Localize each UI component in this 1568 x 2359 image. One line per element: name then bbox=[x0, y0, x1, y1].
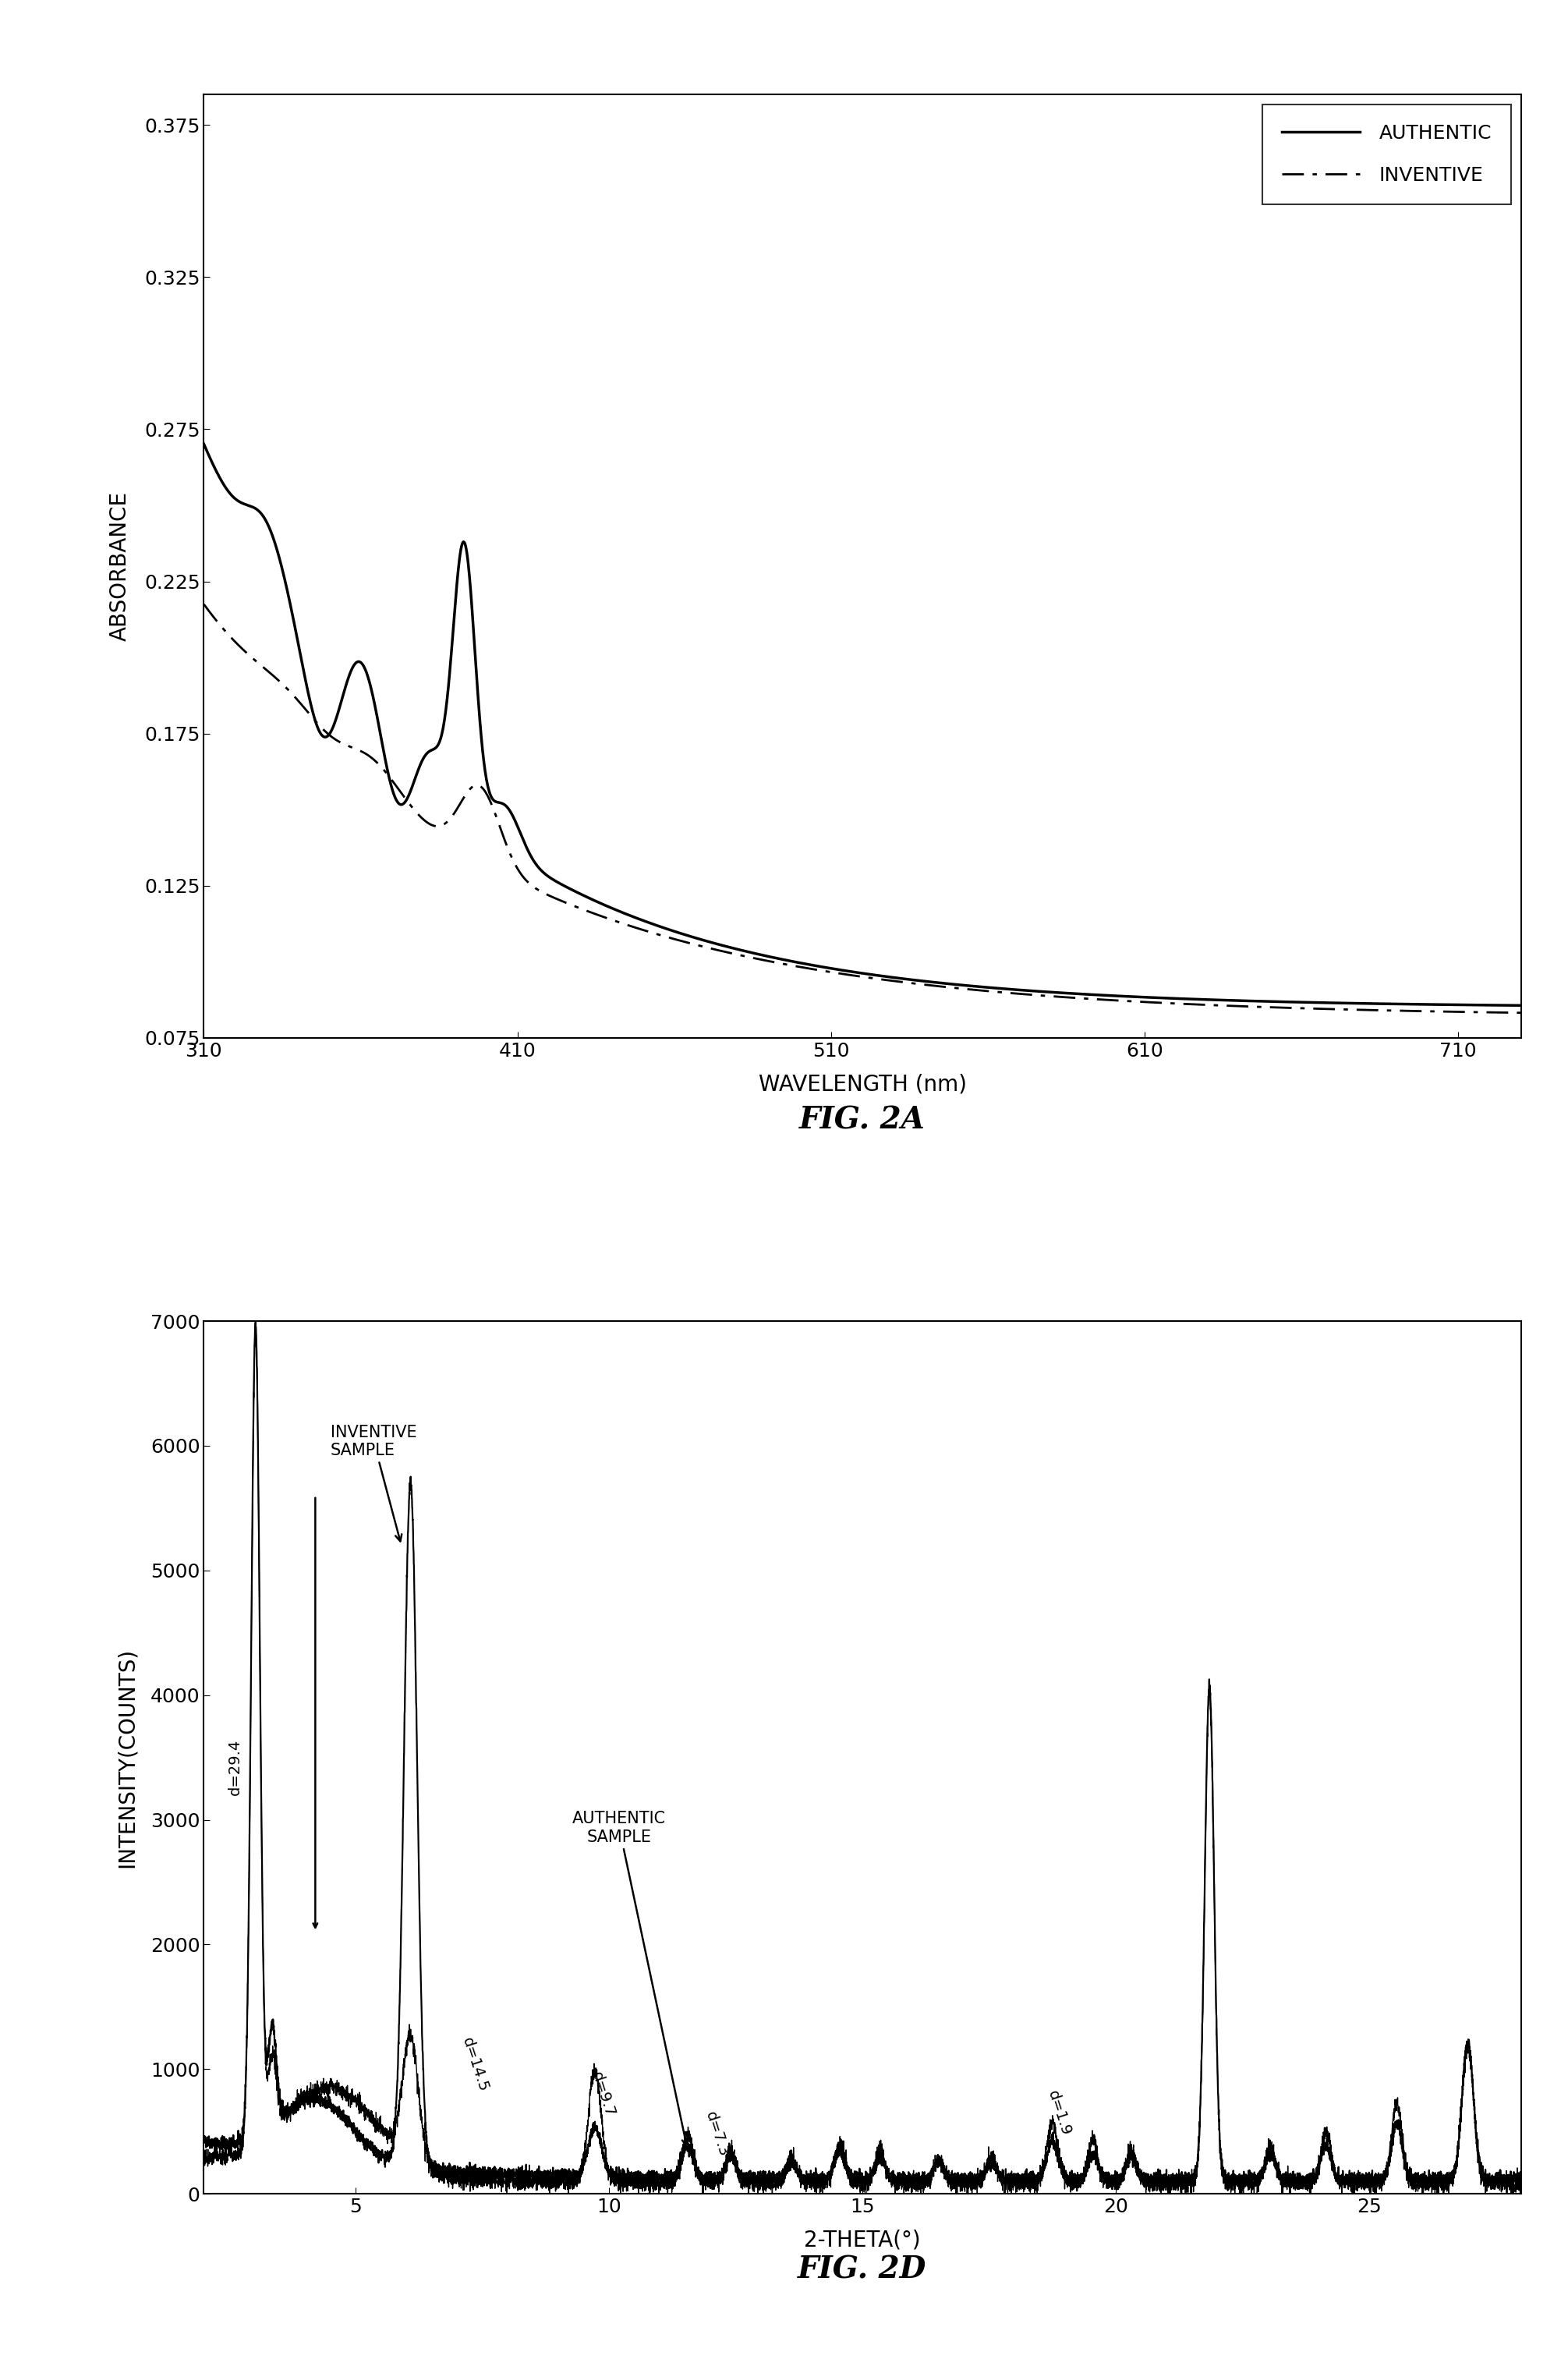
Text: FIG. 2D: FIG. 2D bbox=[798, 2255, 927, 2284]
Text: d=9.7: d=9.7 bbox=[590, 2071, 618, 2118]
Line: INVENTIVE: INVENTIVE bbox=[204, 604, 1521, 1012]
AUTHENTIC bbox=[1512, 991, 1530, 1019]
INVENTIVE bbox=[1474, 998, 1493, 1026]
AUTHENTIC bbox=[1472, 991, 1491, 1019]
Text: d=29.4: d=29.4 bbox=[227, 1739, 243, 1795]
Y-axis label: INTENSITY(COUNTS): INTENSITY(COUNTS) bbox=[116, 1647, 138, 1868]
Text: INVENTIVE
SAMPLE: INVENTIVE SAMPLE bbox=[331, 1425, 417, 1540]
AUTHENTIC bbox=[1474, 991, 1493, 1019]
AUTHENTIC bbox=[262, 519, 281, 547]
AUTHENTIC bbox=[834, 955, 853, 984]
INVENTIVE bbox=[1512, 998, 1530, 1026]
Text: d=7.3: d=7.3 bbox=[702, 2109, 731, 2158]
X-axis label: 2-THETA(°): 2-THETA(°) bbox=[804, 2229, 920, 2250]
INVENTIVE bbox=[194, 590, 213, 618]
Text: d=1.9: d=1.9 bbox=[1044, 2088, 1073, 2137]
INVENTIVE bbox=[1472, 998, 1491, 1026]
INVENTIVE bbox=[834, 960, 853, 988]
INVENTIVE bbox=[1231, 993, 1250, 1021]
AUTHENTIC bbox=[1231, 986, 1250, 1014]
X-axis label: WAVELENGTH (nm): WAVELENGTH (nm) bbox=[759, 1073, 966, 1095]
Text: d=14.5: d=14.5 bbox=[459, 2036, 491, 2095]
AUTHENTIC bbox=[800, 951, 818, 979]
INVENTIVE bbox=[262, 661, 281, 689]
Legend: AUTHENTIC, INVENTIVE: AUTHENTIC, INVENTIVE bbox=[1262, 104, 1512, 203]
Text: AUTHENTIC
SAMPLE: AUTHENTIC SAMPLE bbox=[572, 1812, 688, 2147]
Line: AUTHENTIC: AUTHENTIC bbox=[204, 443, 1521, 1005]
AUTHENTIC bbox=[194, 429, 213, 458]
Y-axis label: ABSORBANCE: ABSORBANCE bbox=[110, 491, 132, 642]
Text: FIG. 2A: FIG. 2A bbox=[800, 1106, 925, 1135]
INVENTIVE bbox=[800, 955, 818, 984]
